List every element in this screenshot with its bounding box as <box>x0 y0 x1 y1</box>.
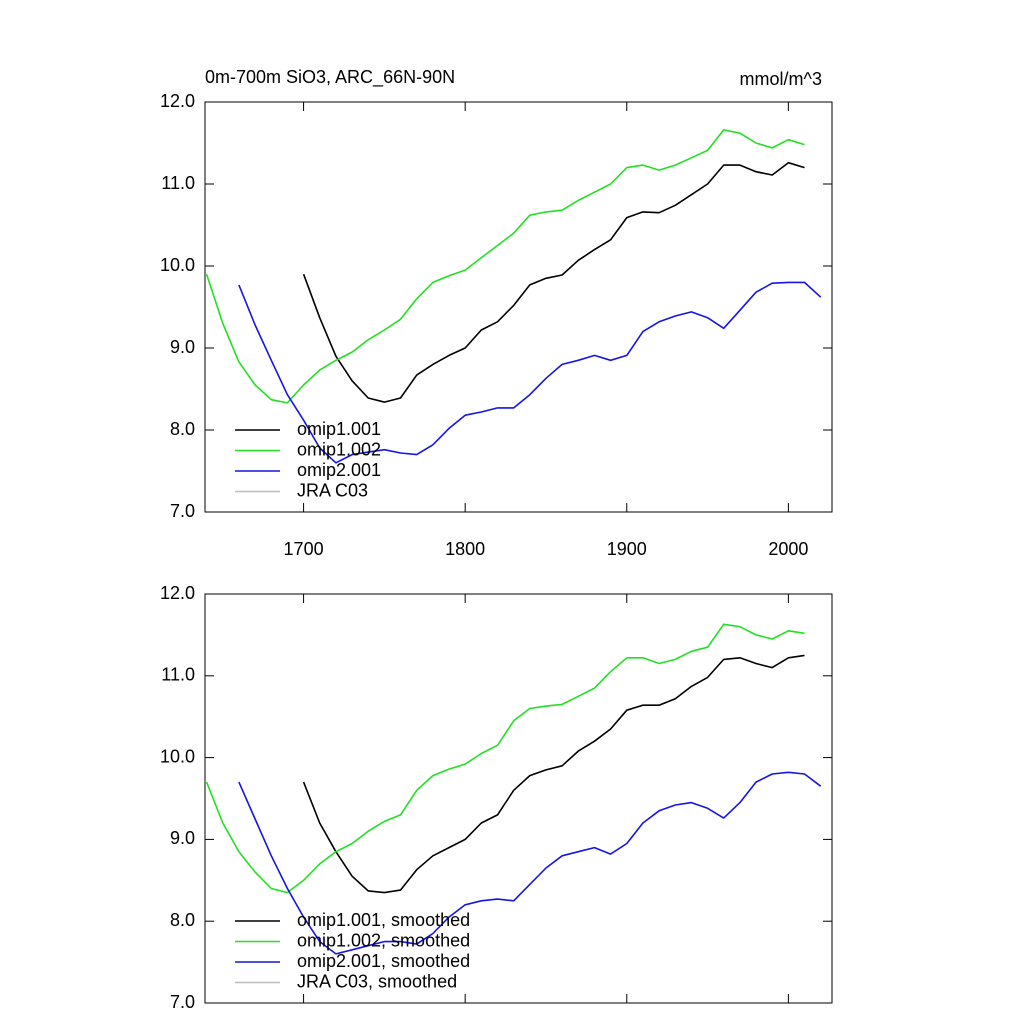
y-tick-label: 9.0 <box>170 828 195 848</box>
chart-title: 0m-700m SiO3, ARC_66N-90N <box>205 67 455 88</box>
x-tick-label: 1700 <box>284 539 324 559</box>
y-units: mmol/m^3 <box>740 69 822 89</box>
legend-label: omip1.002, smoothed <box>297 930 470 950</box>
series-line <box>238 281 822 464</box>
y-tick-label: 12.0 <box>160 91 195 111</box>
series-line <box>205 129 805 404</box>
legend-label: omip2.001, smoothed <box>297 951 470 971</box>
legend-label: omip1.002 <box>297 439 381 459</box>
series-line <box>238 771 822 955</box>
y-tick-label: 12.0 <box>160 583 195 603</box>
plot-frame <box>204 593 833 1004</box>
y-tick-label: 8.0 <box>170 419 195 439</box>
series-line <box>302 161 805 403</box>
x-tick-label: 1900 <box>607 539 647 559</box>
legend-label: omip2.001 <box>297 460 381 480</box>
series-line <box>205 623 805 894</box>
y-tick-label: 9.0 <box>170 337 195 357</box>
x-tick-label: 2000 <box>768 539 808 559</box>
plot-frame <box>204 101 833 513</box>
y-tick-label: 7.0 <box>170 501 195 521</box>
legend-label: omip1.001 <box>297 419 381 439</box>
y-tick-label: 11.0 <box>161 665 195 685</box>
y-tick-label: 10.0 <box>160 746 195 766</box>
y-tick-label: 7.0 <box>170 992 195 1012</box>
y-tick-label: 10.0 <box>160 255 195 275</box>
legend-label: omip1.001, smoothed <box>297 910 470 930</box>
legend-label: JRA C03, smoothed <box>297 971 457 991</box>
legend-label: JRA C03 <box>297 480 368 500</box>
y-tick-label: 11.0 <box>161 173 195 193</box>
series-line <box>302 654 805 894</box>
y-tick-label: 8.0 <box>170 910 195 930</box>
x-tick-label: 1800 <box>445 539 485 559</box>
